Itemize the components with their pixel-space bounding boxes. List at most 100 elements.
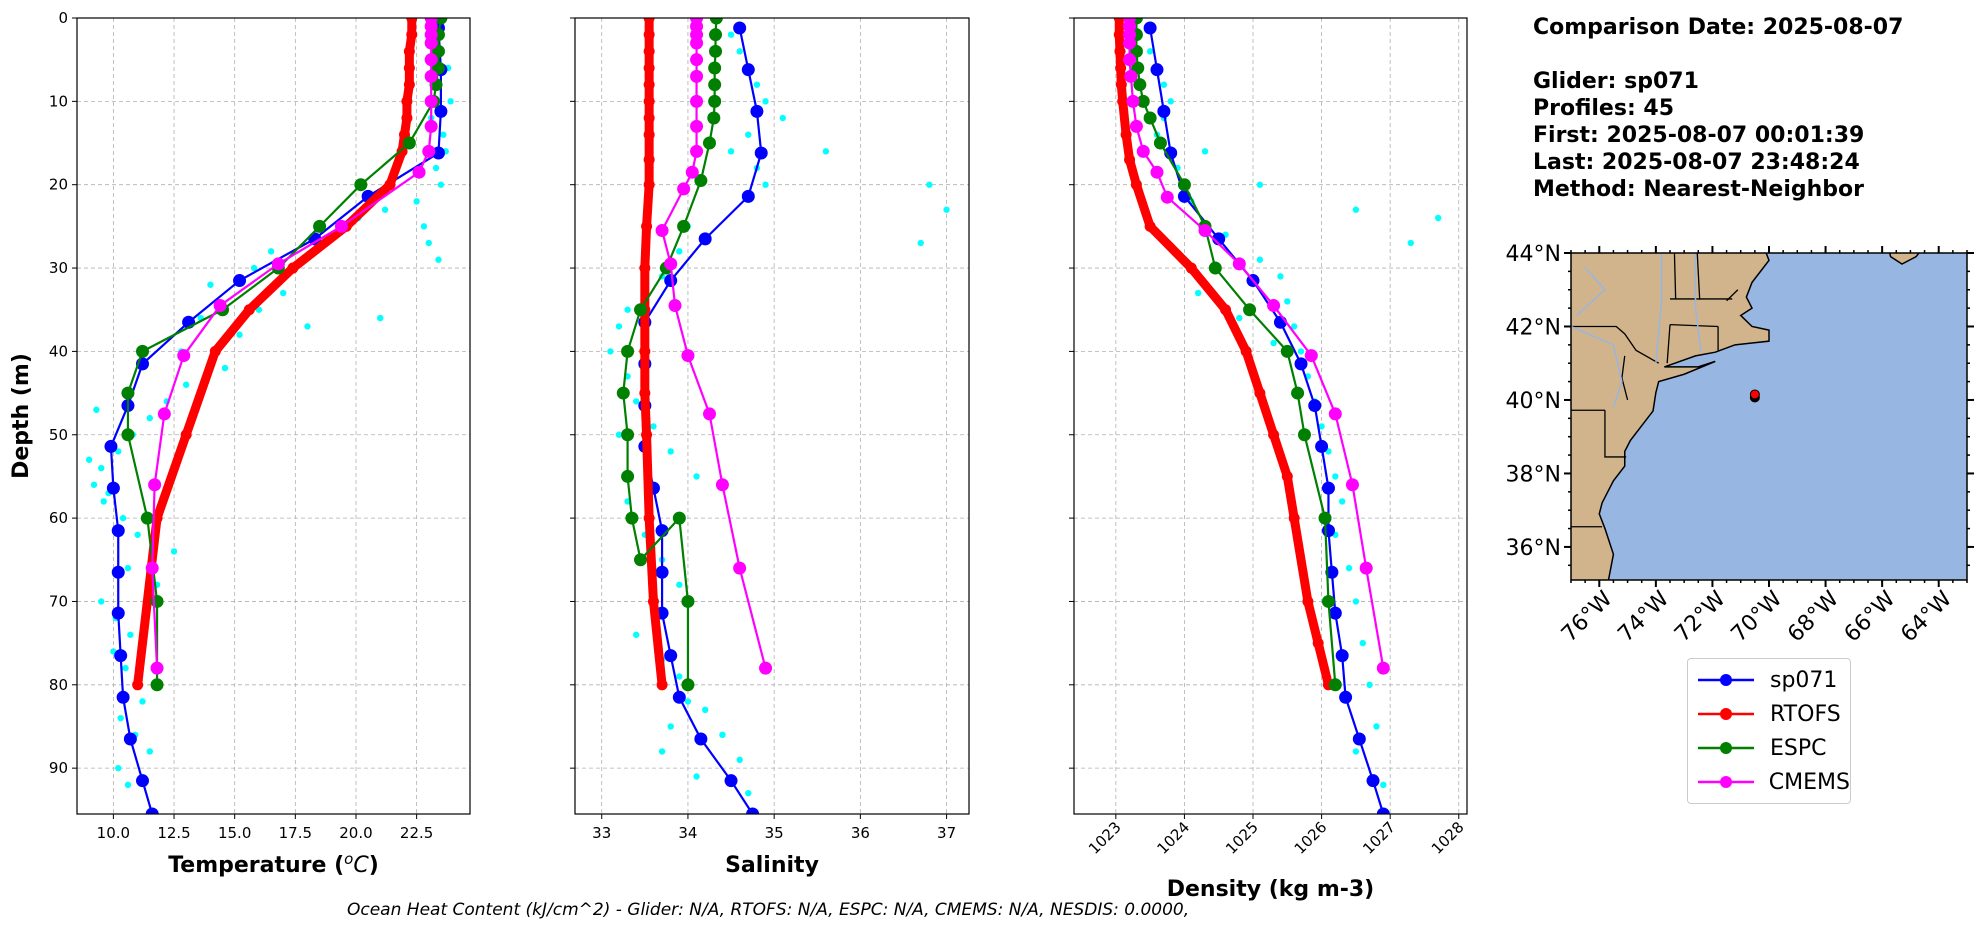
series-marker-cmems bbox=[271, 257, 285, 271]
glider-obs-point bbox=[146, 748, 153, 755]
series-marker-sp071 bbox=[1321, 481, 1335, 495]
series-marker-cmems bbox=[424, 69, 438, 83]
glider-obs-point bbox=[745, 789, 752, 797]
series-marker-espc bbox=[634, 553, 648, 567]
series-marker-espc bbox=[1291, 386, 1305, 400]
legend-item-cmems: CMEMS bbox=[1688, 765, 1850, 799]
glider-obs-point bbox=[119, 514, 127, 522]
series-marker-cmems bbox=[733, 561, 747, 575]
glider-obs-point bbox=[624, 306, 631, 313]
series-marker-espc bbox=[1328, 678, 1342, 692]
series-marker-espc bbox=[1318, 511, 1332, 525]
state-border bbox=[1571, 325, 1660, 364]
series-marker-cmems bbox=[715, 478, 729, 492]
series-marker-cmems bbox=[1150, 165, 1164, 179]
glider-obs-point bbox=[170, 548, 178, 555]
series-marker-cmems bbox=[1232, 257, 1246, 271]
glider-obs-point bbox=[701, 706, 709, 714]
y-tick-label: 60 bbox=[49, 509, 68, 527]
series-marker-cmems bbox=[1124, 69, 1138, 83]
glider-obs-point bbox=[1318, 423, 1325, 430]
series-marker-cmems bbox=[1267, 299, 1281, 313]
series-marker-cmems bbox=[412, 165, 426, 179]
series-marker-rtofs bbox=[401, 112, 413, 124]
series-marker-cmems bbox=[148, 478, 162, 492]
series-marker-rtofs bbox=[180, 429, 192, 441]
glider-obs-point bbox=[667, 723, 674, 730]
glider-obs-point bbox=[658, 748, 666, 755]
series-marker-rtofs bbox=[1115, 79, 1127, 91]
lon-tick-label: 72°W bbox=[1670, 586, 1731, 647]
legend: sp071 RTOFS ESPC CMEMS bbox=[1687, 658, 1851, 804]
series-marker-cmems bbox=[1328, 407, 1342, 421]
series-marker-cmems bbox=[150, 661, 164, 675]
glider-obs-point bbox=[98, 464, 105, 472]
series-marker-rtofs bbox=[403, 79, 415, 91]
glider-obs-point bbox=[719, 731, 726, 739]
series-marker-rtofs bbox=[406, 29, 418, 41]
series-marker-rtofs bbox=[1115, 62, 1127, 74]
series-line-cmems bbox=[151, 18, 433, 669]
series-marker-espc bbox=[1243, 303, 1257, 317]
glider-obs-point bbox=[134, 531, 141, 538]
profile-count: Profiles: 45 bbox=[1533, 96, 1675, 121]
series-marker-sp071 bbox=[1339, 690, 1353, 704]
series-marker-rtofs bbox=[643, 179, 655, 191]
series-marker-rtofs bbox=[643, 45, 655, 57]
series-marker-espc bbox=[1177, 178, 1191, 192]
series-marker-rtofs bbox=[643, 79, 655, 91]
glider-obs-point bbox=[676, 248, 683, 255]
series-marker-cmems bbox=[1359, 561, 1373, 575]
series-marker-sp071 bbox=[1150, 63, 1164, 77]
y-tick-label: 80 bbox=[49, 676, 68, 694]
x-tick-label: 1027 bbox=[1359, 818, 1399, 858]
series-marker-rtofs bbox=[1120, 129, 1132, 141]
glider-obs-point bbox=[1352, 748, 1360, 755]
series-marker-cmems bbox=[664, 257, 678, 271]
series-marker-rtofs bbox=[403, 62, 415, 74]
series-marker-rtofs bbox=[1117, 95, 1129, 107]
series-marker-rtofs bbox=[639, 345, 651, 357]
series-marker-espc bbox=[1208, 261, 1222, 275]
river bbox=[1571, 325, 1623, 408]
lat-tick-label: 36°N bbox=[1506, 536, 1561, 561]
x-axis-label: Density (kg m-3) bbox=[1167, 877, 1375, 902]
series-marker-cmems bbox=[424, 36, 438, 50]
x-tick-label: 15.0 bbox=[218, 824, 251, 842]
glider-obs-point bbox=[736, 48, 743, 55]
state-border bbox=[1604, 410, 1627, 458]
series-marker-rtofs bbox=[647, 595, 659, 607]
glider-obs-point bbox=[420, 223, 428, 230]
series-marker-espc bbox=[1280, 344, 1294, 358]
series-marker-cmems bbox=[690, 36, 704, 50]
series-marker-espc bbox=[1133, 78, 1147, 92]
series-marker-rtofs bbox=[209, 345, 221, 357]
series-marker-espc bbox=[709, 28, 723, 42]
series-marker-cmems bbox=[157, 407, 171, 421]
series-marker-cmems bbox=[1136, 144, 1150, 158]
glider-obs-point bbox=[1297, 348, 1305, 355]
glider-obs-point bbox=[85, 456, 93, 463]
land-nova-scotia bbox=[1888, 253, 1920, 265]
series-marker-rtofs bbox=[643, 129, 655, 141]
series-marker-rtofs bbox=[1302, 595, 1314, 607]
series-marker-cmems bbox=[213, 299, 227, 313]
glider-obs-point bbox=[280, 289, 287, 297]
axes-frame bbox=[574, 17, 970, 815]
lat-tick-label: 38°N bbox=[1506, 462, 1561, 487]
glider-obs-point bbox=[684, 698, 692, 705]
series-marker-espc bbox=[709, 44, 723, 58]
first-time: First: 2025-08-07 00:01:39 bbox=[1533, 123, 1865, 148]
x-tick-label: 12.5 bbox=[157, 824, 190, 842]
series-marker-cmems bbox=[177, 349, 191, 363]
glider-obs-point bbox=[753, 81, 761, 88]
glider-obs-point bbox=[146, 414, 153, 422]
series-marker-rtofs bbox=[403, 45, 415, 57]
series-marker-espc bbox=[121, 386, 135, 400]
series-marker-rtofs bbox=[1288, 512, 1300, 524]
glider-obs-point bbox=[267, 248, 275, 255]
lon-tick-label: 66°W bbox=[1840, 586, 1901, 647]
glider-obs-point bbox=[98, 598, 105, 605]
series-marker-espc bbox=[313, 219, 327, 233]
series-marker-cmems bbox=[1123, 36, 1137, 50]
